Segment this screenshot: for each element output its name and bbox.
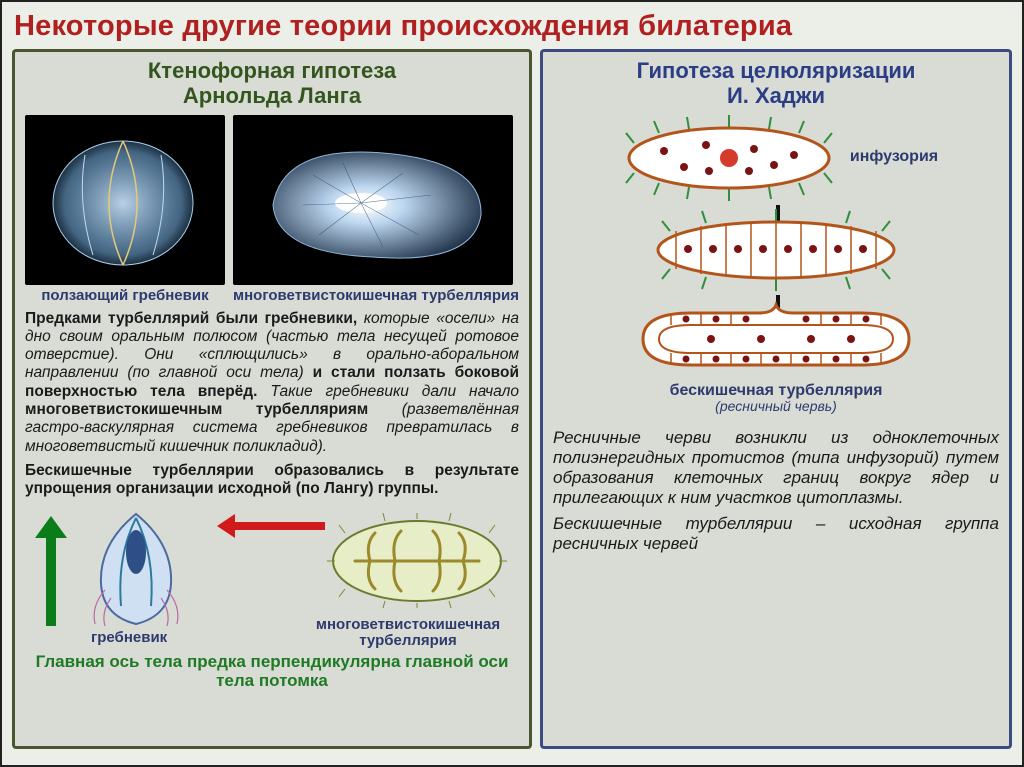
- stage3-label: бескишечная турбеллярия (ресничный червь…: [670, 383, 883, 414]
- right-heading: Гипотеза целюляризации И. Хаджи: [553, 58, 999, 109]
- photo-row: ползающий гребневик: [25, 115, 519, 304]
- left-heading-line2: Арнольда Ланга: [183, 83, 361, 108]
- photo1-caption: ползающий гребневик: [25, 287, 225, 304]
- right-para2: Бескишечные турбеллярии – исходная групп…: [553, 514, 999, 554]
- left-panel: Ктенофорная гипотеза Арнольда Ланга: [12, 49, 532, 749]
- photo-ctenophore: [25, 115, 225, 285]
- slide-title: Некоторые другие теории происхождения би…: [12, 8, 1012, 49]
- left-heading: Ктенофорная гипотеза Арнольда Ланга: [25, 58, 519, 109]
- stage3-icon: [631, 299, 921, 379]
- photo1-box: ползающий гребневик: [25, 115, 225, 304]
- axis-caption: Главная ось тела предка перпендикулярна …: [25, 653, 519, 690]
- stage3-main: бескишечная турбеллярия: [670, 382, 883, 399]
- p2: Бескишечные турбеллярии образовались в р…: [25, 462, 519, 497]
- ctenophore-label: гребневик: [91, 629, 167, 646]
- stage1-row: инфузория: [614, 115, 938, 201]
- turbellaria-diagram-icon: [325, 513, 510, 608]
- right-heading-line1: Гипотеза целюляризации: [637, 58, 916, 83]
- left-para2: Бескишечные турбеллярии образовались в р…: [25, 462, 519, 499]
- p1-r2: Такие гребневики дали начало: [257, 383, 519, 400]
- turbellaria-label: многоветвистокишечная турбеллярия: [303, 617, 513, 649]
- p1-lead: Предками турбеллярий были гребневики,: [25, 310, 357, 327]
- photo-turbellaria: [233, 115, 513, 285]
- columns: Ктенофорная гипотеза Арнольда Ланга: [12, 49, 1012, 749]
- stage3-sub: (ресничный червь): [670, 399, 883, 414]
- left-bottom-diagram: гребневик: [25, 506, 519, 686]
- right-para1: Ресничные черви возникли из одноклеточны…: [553, 428, 999, 508]
- infusoria-label: инфузория: [850, 149, 938, 166]
- right-panel: Гипотеза целюляризации И. Хаджи: [540, 49, 1012, 749]
- stage2-icon: [646, 209, 906, 291]
- ctenophore-diagram-icon: [81, 506, 191, 626]
- slide: Некоторые другие теории происхождения би…: [2, 2, 1022, 765]
- left-para1: Предками турбеллярий были гребневики, ко…: [25, 310, 519, 456]
- p1-b3: многоветвистокишечным турбелляриям: [25, 401, 368, 418]
- photo2-box: многоветвистокишечная турбеллярия: [233, 115, 519, 304]
- infusoria-icon: [614, 115, 844, 201]
- photo2-caption: многоветвистокишечная турбеллярия: [233, 287, 519, 304]
- right-stack: инфузория: [553, 115, 999, 414]
- left-heading-line1: Ктенофорная гипотеза: [148, 58, 396, 83]
- right-heading-line2: И. Хаджи: [727, 83, 825, 108]
